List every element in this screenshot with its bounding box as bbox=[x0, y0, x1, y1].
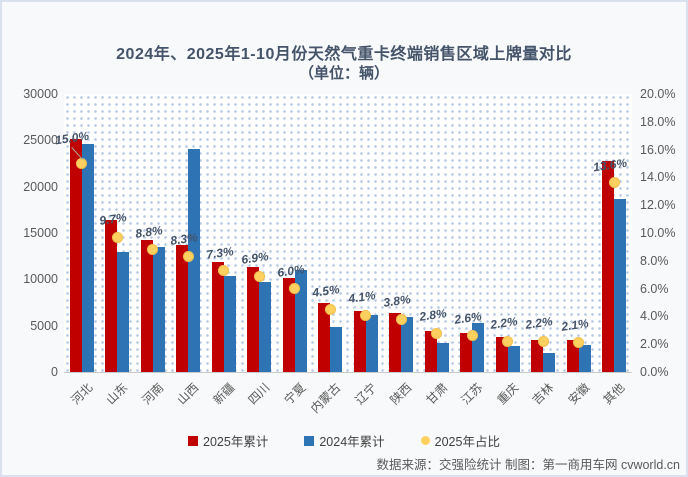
legend-swatch-bar-0 bbox=[188, 435, 199, 446]
share-dot-江苏 bbox=[466, 330, 478, 342]
legend-item-2025年占比: 2025年占比 bbox=[420, 431, 500, 450]
bar-2025-四川 bbox=[247, 267, 260, 372]
bar-2024-新疆 bbox=[223, 275, 236, 372]
share-dot-安徽 bbox=[573, 337, 585, 349]
x-axis-label-其他: 其他 bbox=[600, 380, 628, 408]
bar-2024-四川 bbox=[259, 282, 272, 372]
legend-label: 2024年累计 bbox=[319, 435, 385, 449]
share-dot-河南 bbox=[147, 244, 159, 256]
y-axis-tick-right: 2.0% bbox=[640, 337, 669, 352]
bar-2025-山东 bbox=[105, 220, 118, 372]
x-axis-label-宁夏: 宁夏 bbox=[281, 380, 309, 408]
legend-swatch-bar-1 bbox=[304, 435, 315, 446]
y-axis-tick-left: 0 bbox=[51, 365, 58, 379]
y-axis-tick-right: 6.0% bbox=[640, 281, 669, 296]
y-axis-tick-left: 30000 bbox=[23, 87, 58, 101]
bar-2025-内蒙古 bbox=[318, 303, 331, 372]
bar-2025-河南 bbox=[140, 240, 153, 372]
bar-2024-宁夏 bbox=[294, 270, 307, 372]
bar-2025-新疆 bbox=[211, 261, 224, 372]
bar-2024-河南 bbox=[152, 246, 165, 372]
bar-2025-江苏 bbox=[460, 333, 473, 372]
chart-subtitle: （单位：辆） bbox=[298, 65, 389, 82]
bar-2024-重庆 bbox=[507, 346, 520, 372]
x-axis-label-四川: 四川 bbox=[245, 380, 273, 408]
share-dot-新疆 bbox=[218, 265, 230, 277]
bar-2024-安徽 bbox=[578, 345, 591, 372]
x-axis-label-山东: 山东 bbox=[103, 380, 131, 408]
bar-2024-河北 bbox=[81, 144, 94, 372]
legend-item-2025年累计: 2025年累计 bbox=[188, 431, 268, 450]
x-axis-label-河南: 河南 bbox=[139, 380, 167, 408]
bar-2024-山东 bbox=[117, 252, 130, 372]
bar-2025-吉林 bbox=[531, 339, 544, 372]
bar-2025-山西 bbox=[176, 245, 189, 372]
bar-2024-陕西 bbox=[401, 317, 414, 372]
x-axis-label-内蒙古: 内蒙古 bbox=[308, 380, 344, 416]
share-dot-陕西 bbox=[395, 313, 407, 325]
share-dot-辽宁 bbox=[360, 309, 372, 321]
x-axis-label-河北: 河北 bbox=[68, 380, 96, 408]
x-axis-label-山西: 山西 bbox=[174, 380, 202, 408]
bar-2025-甘肃 bbox=[424, 331, 437, 372]
legend-label: 2025年占比 bbox=[434, 435, 500, 449]
y-axis-tick-left: 20000 bbox=[23, 179, 58, 194]
x-axis-label-吉林: 吉林 bbox=[529, 380, 557, 408]
legend-label: 2025年累计 bbox=[203, 435, 269, 449]
y-axis-tick-left: 10000 bbox=[23, 272, 58, 287]
x-axis-label-甘肃: 甘肃 bbox=[423, 380, 451, 408]
y-axis-tick-right: 4.0% bbox=[640, 309, 669, 324]
bar-2025-宁夏 bbox=[282, 278, 295, 372]
chart-title: 2024年、2025年1-10月份天然气重卡终端销售区域上牌量对比 bbox=[116, 46, 572, 63]
y-axis-tick-right: 20.0% bbox=[640, 87, 676, 101]
bar-2024-甘肃 bbox=[436, 343, 449, 372]
bar-2025-安徽 bbox=[566, 340, 579, 372]
share-dot-山西 bbox=[182, 251, 194, 263]
bar-2025-其他 bbox=[602, 160, 615, 372]
share-dot-河北 bbox=[76, 158, 88, 169]
x-axis-label-新疆: 新疆 bbox=[210, 380, 238, 408]
share-dot-重庆 bbox=[502, 335, 514, 347]
y-axis-tick-left: 5000 bbox=[30, 318, 58, 333]
x-axis-label-辽宁: 辽宁 bbox=[352, 380, 380, 408]
y-axis-tick-right: 16.0% bbox=[640, 142, 676, 157]
x-axis-label-陕西: 陕西 bbox=[387, 380, 415, 408]
y-axis-tick-right: 14.0% bbox=[640, 170, 676, 185]
share-dot-甘肃 bbox=[431, 327, 443, 339]
y-axis-tick-left: 25000 bbox=[23, 133, 58, 148]
y-axis-tick-right: 18.0% bbox=[640, 114, 676, 129]
share-dot-吉林 bbox=[537, 335, 549, 347]
bar-2024-内蒙古 bbox=[330, 326, 343, 372]
y-axis-tick-right: 12.0% bbox=[640, 198, 676, 213]
legend-swatch-dot-2 bbox=[420, 436, 430, 445]
y-axis-tick-right: 8.0% bbox=[640, 253, 669, 268]
bar-2024-辽宁 bbox=[365, 315, 378, 372]
share-dot-其他 bbox=[608, 177, 620, 189]
grid-line bbox=[64, 372, 632, 373]
x-axis-label-江苏: 江苏 bbox=[458, 380, 486, 408]
legend-item-2024年累计: 2024年累计 bbox=[304, 431, 385, 450]
share-dot-四川 bbox=[253, 270, 265, 282]
bar-2025-陕西 bbox=[389, 312, 402, 372]
y-axis-tick-left: 15000 bbox=[23, 226, 58, 240]
bar-2024-吉林 bbox=[543, 352, 556, 372]
x-axis-label-安徽: 安徽 bbox=[565, 380, 593, 408]
y-axis-tick-right: 10.0% bbox=[640, 226, 676, 240]
source-note: 数据来源：交强险统计 制图：第一商用车网 cvworld.cn bbox=[376, 458, 681, 472]
legend: 2025年累计 2024年累计 2025年占比 bbox=[2, 431, 686, 450]
share-dot-宁夏 bbox=[289, 283, 301, 295]
share-dot-山东 bbox=[111, 231, 123, 243]
bar-2024-山西 bbox=[188, 148, 201, 372]
y-axis-tick-right: 0.0% bbox=[640, 365, 669, 379]
share-dot-内蒙古 bbox=[324, 303, 336, 315]
bar-2025-辽宁 bbox=[353, 310, 366, 372]
bar-2025-河北 bbox=[69, 139, 82, 372]
bar-2024-其他 bbox=[614, 198, 627, 372]
x-axis-label-重庆: 重庆 bbox=[494, 380, 522, 408]
